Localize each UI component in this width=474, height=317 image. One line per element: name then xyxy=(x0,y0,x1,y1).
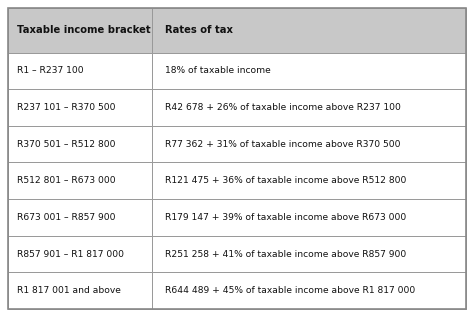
Bar xyxy=(8,8,152,53)
Bar xyxy=(8,236,152,272)
Text: R1 – R237 100: R1 – R237 100 xyxy=(17,66,83,75)
Bar xyxy=(152,162,466,199)
Bar xyxy=(152,8,466,53)
Bar xyxy=(8,89,152,126)
Bar xyxy=(8,199,152,236)
Text: R512 801 – R673 000: R512 801 – R673 000 xyxy=(17,176,115,185)
Text: R370 501 – R512 800: R370 501 – R512 800 xyxy=(17,139,115,149)
Bar xyxy=(8,53,152,89)
Bar xyxy=(152,236,466,272)
Text: R77 362 + 31% of taxable income above R370 500: R77 362 + 31% of taxable income above R3… xyxy=(165,139,401,149)
Text: R237 101 – R370 500: R237 101 – R370 500 xyxy=(17,103,115,112)
Bar xyxy=(8,162,152,199)
Text: R673 001 – R857 900: R673 001 – R857 900 xyxy=(17,213,115,222)
Text: R644 489 + 45% of taxable income above R1 817 000: R644 489 + 45% of taxable income above R… xyxy=(165,286,415,295)
Text: R1 817 001 and above: R1 817 001 and above xyxy=(17,286,120,295)
Text: R121 475 + 36% of taxable income above R512 800: R121 475 + 36% of taxable income above R… xyxy=(165,176,406,185)
Bar xyxy=(152,199,466,236)
Text: Rates of tax: Rates of tax xyxy=(165,25,233,35)
Text: 18% of taxable income: 18% of taxable income xyxy=(165,66,271,75)
Bar xyxy=(152,272,466,309)
Bar xyxy=(8,126,152,162)
Bar xyxy=(152,89,466,126)
Text: R42 678 + 26% of taxable income above R237 100: R42 678 + 26% of taxable income above R2… xyxy=(165,103,401,112)
Text: R179 147 + 39% of taxable income above R673 000: R179 147 + 39% of taxable income above R… xyxy=(165,213,406,222)
Text: R857 901 – R1 817 000: R857 901 – R1 817 000 xyxy=(17,249,124,259)
Bar xyxy=(152,126,466,162)
Bar xyxy=(8,272,152,309)
Bar xyxy=(152,53,466,89)
Text: R251 258 + 41% of taxable income above R857 900: R251 258 + 41% of taxable income above R… xyxy=(165,249,406,259)
Text: Taxable income bracket: Taxable income bracket xyxy=(17,25,150,35)
